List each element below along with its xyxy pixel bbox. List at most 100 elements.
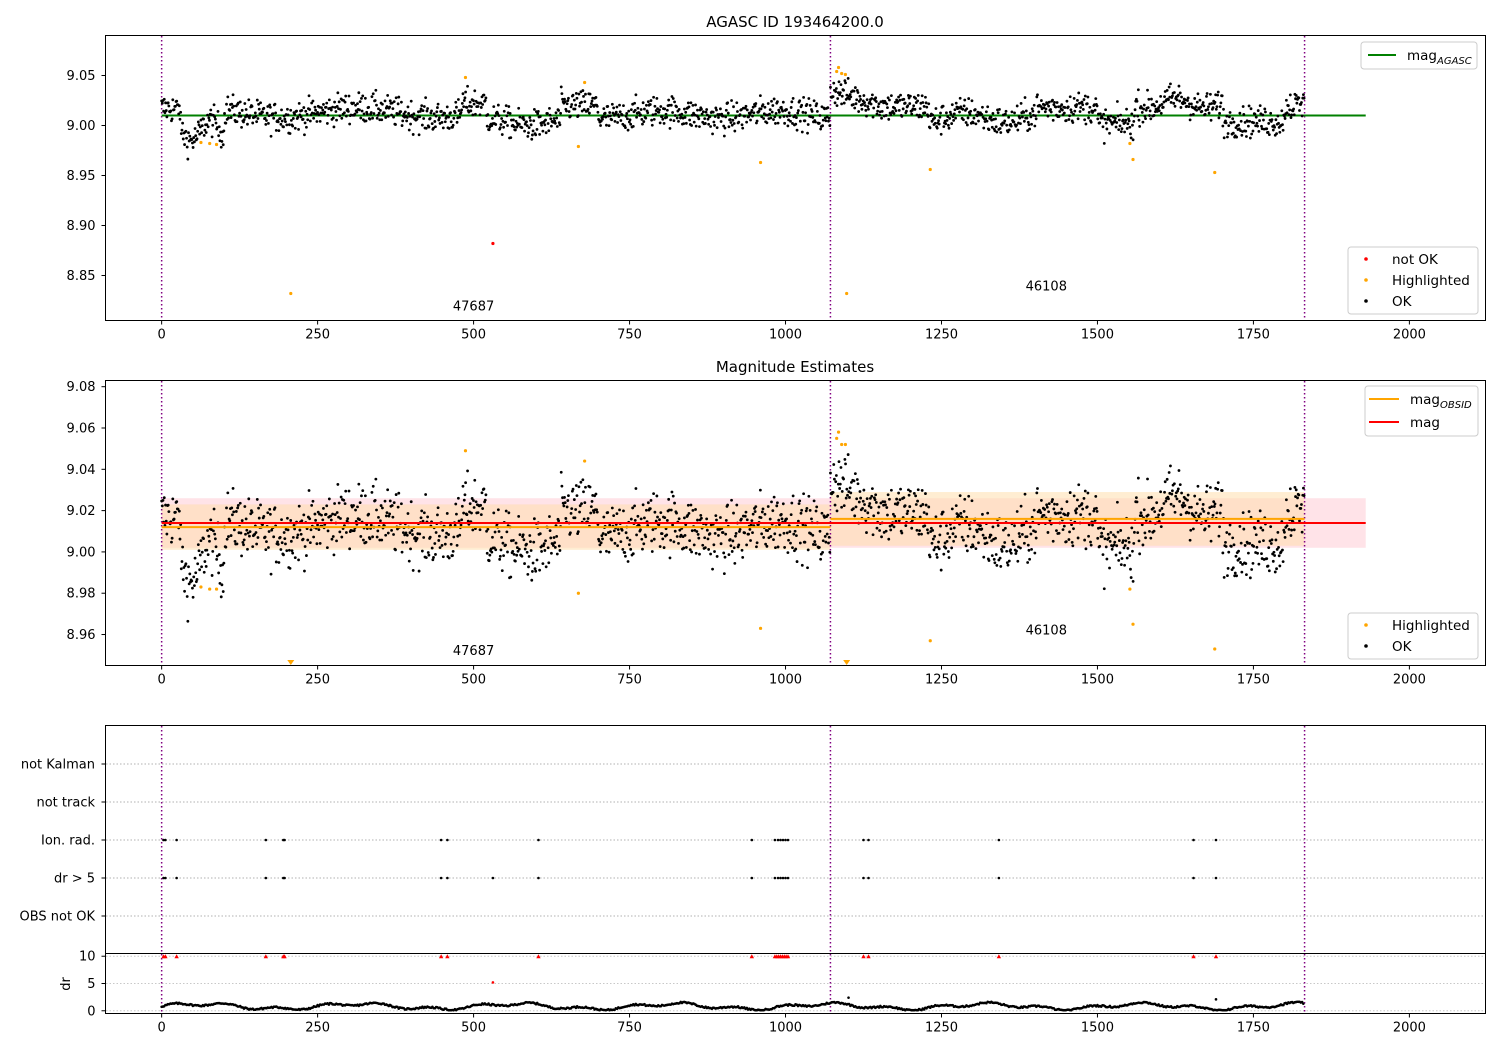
ok-point [332,125,336,129]
ok-point [846,493,849,497]
ok-point [628,118,632,122]
ok-point [384,514,388,518]
ok-point [876,109,880,113]
ok-point [1094,495,1098,498]
ok-point [582,108,586,111]
ok-point [625,536,629,540]
ok-point [926,531,930,535]
ok-point [962,509,966,513]
ok-point [942,125,946,128]
ok-point [722,124,726,128]
ok-point [476,105,480,108]
ok-point [1018,116,1022,120]
highlighted-point [1131,157,1135,162]
ok-point [1043,103,1047,107]
flag-point [867,838,870,842]
ok-point [553,541,557,545]
ok-point [780,517,784,521]
ok-point [1108,539,1112,543]
ok-point [723,126,727,130]
ok-point [1197,514,1201,518]
ok-point [179,132,183,136]
ok-point [834,87,838,90]
ok-point [1170,492,1174,496]
ok-point [712,120,716,124]
ok-point [370,490,374,494]
ok-point [1283,117,1287,120]
ok-point [800,563,804,567]
ok-point [1172,504,1176,508]
ok-point [644,508,648,512]
ok-point [865,114,868,118]
ok-point [713,550,716,553]
ok-point [405,119,409,123]
ok-point [1006,563,1010,567]
highlighted-point [758,626,763,630]
ok-point [1191,527,1195,531]
ok-point [443,120,447,124]
estimates-y-axis: 8.968.989.009.029.049.069.08 [67,380,106,643]
ok-point [534,569,538,573]
ok-point [861,507,864,510]
ok-point [327,98,331,102]
ok-point [379,109,382,112]
ok-point [849,491,853,495]
ok-point [566,499,570,502]
ok-point [455,512,458,516]
ok-point [1055,502,1059,506]
ok-point [482,487,486,491]
ok-point [456,496,460,500]
ok-point [739,108,743,111]
ok-point [271,112,275,116]
ok-point [622,104,625,108]
ok-point [644,116,648,120]
ok-point [542,542,546,546]
ok-point [1117,128,1121,132]
ok-point [1271,559,1275,563]
ok-point [162,97,166,101]
ok-point [763,105,767,109]
ok-point [1083,94,1087,98]
flag-point [537,838,540,842]
ok-point [1159,94,1163,98]
ok-point [512,118,515,122]
ok-point [938,115,942,119]
ok-point [844,81,847,85]
ok-point [528,534,532,537]
ok-point [314,518,317,522]
ok-point [255,120,259,124]
ok-point [1126,122,1130,126]
ok-point [821,550,825,554]
ok-point [914,96,918,100]
ok-point [298,113,302,117]
flag-point [446,838,449,842]
ok-point [1028,111,1032,115]
ok-point [1007,533,1011,537]
ok-point [1021,533,1024,536]
ok-point [954,504,958,508]
ok-point [372,112,376,115]
ok-point [649,99,653,102]
ok-point [371,535,374,539]
ok-point [895,497,899,501]
ok-point [601,532,605,535]
ok-point [491,535,494,539]
ok-point [803,540,807,544]
ok-point [1003,526,1007,530]
ok-point [682,546,686,550]
ok-point [834,480,838,484]
ok-point [1233,571,1237,575]
ok-point [1187,105,1191,109]
ok-point [588,485,592,489]
ok-point [183,143,186,146]
ok-point [400,550,404,554]
ok-point [848,93,852,96]
ok-point [1113,540,1117,544]
flag-point [491,876,495,880]
ok-point [504,104,508,108]
ok-point [832,81,836,85]
ok-point [874,501,878,504]
ok-point [910,526,914,530]
ok-point [938,533,942,537]
ok-point [991,111,995,115]
